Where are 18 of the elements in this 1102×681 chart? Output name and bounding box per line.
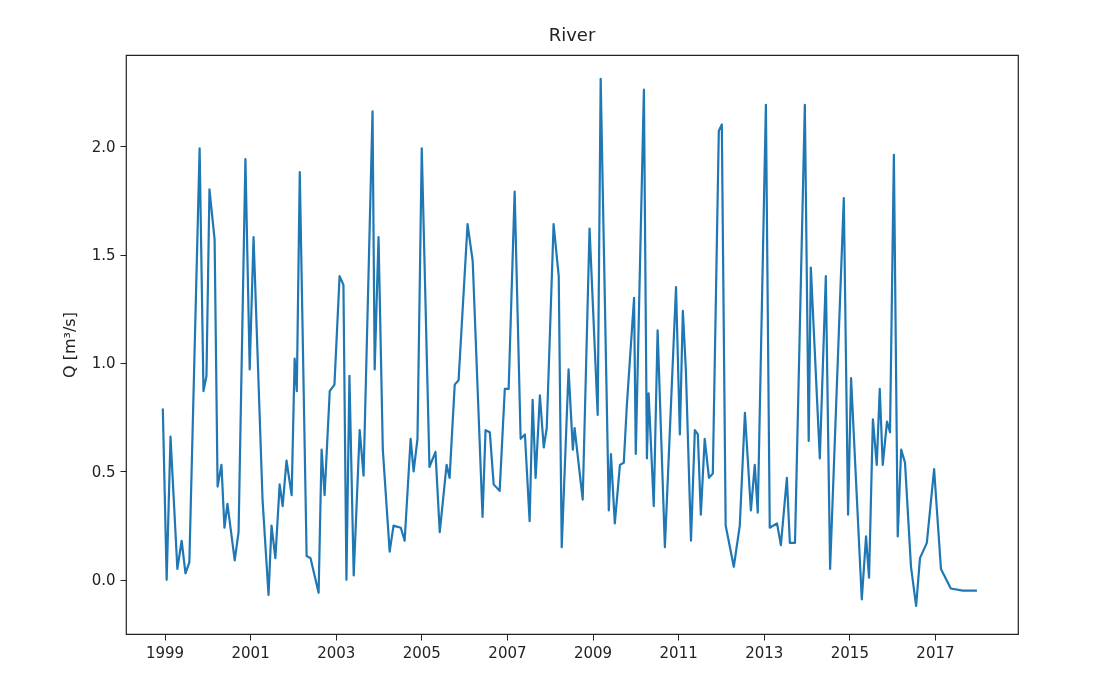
x-tick-label: 2013 [745,643,784,662]
chart-title: River [548,24,596,45]
x-tick-label: 2011 [659,643,698,662]
x-tick-label: 2005 [402,643,441,662]
y-tick-label: 1.5 [91,246,116,265]
y-axis-title: Q [m³/s] [59,312,79,378]
x-tick-label: 2009 [573,643,613,662]
x-tick-label: 2007 [488,643,527,662]
y-tick-label: 0.5 [91,462,116,481]
x-tick-label: 1999 [145,643,185,662]
y-tick-label: 1.0 [91,354,116,373]
line-series [161,77,979,607]
x-tick-label: 2015 [830,643,869,662]
y-tick-label: 0.0 [91,571,116,590]
x-tick-label: 2017 [916,643,955,662]
x-tick-label: 2001 [231,643,270,662]
x-tick-label: 2003 [317,643,356,662]
y-tick-label: 2.0 [91,137,116,156]
